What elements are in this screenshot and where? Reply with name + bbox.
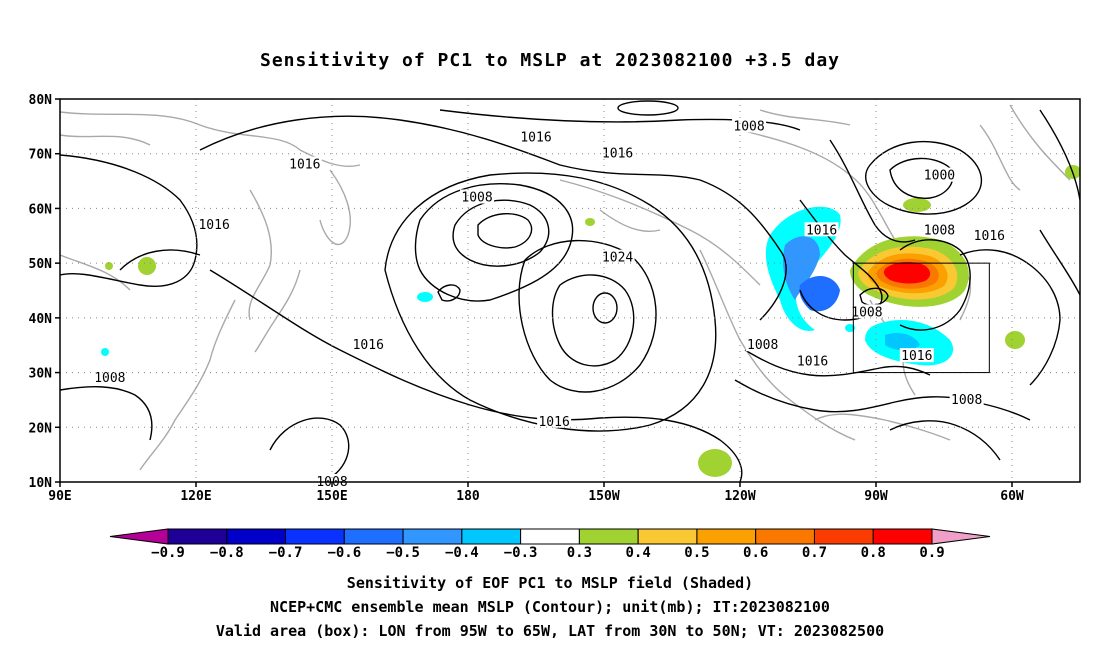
contour-label: 1016 — [289, 158, 320, 173]
contour-label: 1008 — [851, 305, 882, 320]
caption-line-2: NCEP+CMC ensemble mean MSLP (Contour); u… — [270, 598, 830, 616]
contour-label-bg — [922, 167, 957, 182]
contour-label: 1016 — [806, 223, 837, 238]
colorbar-right-arrow — [931, 528, 991, 545]
contour-label-bg — [795, 353, 830, 368]
lat-tick-label: 80N — [29, 93, 53, 108]
mslp-contours — [60, 100, 1080, 482]
contour-label-bg — [899, 348, 934, 363]
lat-tick-label: 50N — [29, 257, 53, 272]
colorbar-segment — [637, 528, 698, 545]
valid-area-box — [852, 262, 990, 374]
colorbar-segment — [343, 528, 404, 545]
contour-label-bg — [287, 156, 322, 171]
contour-label: 1016 — [538, 415, 569, 430]
contour-labels: 1016 1008 1016 1016 1008 1016 1024 1016 1008 1016… — [92, 118, 1007, 490]
contour-label: 1008 — [747, 338, 778, 353]
colorbar-tick-label: −0.4 — [445, 545, 479, 561]
contour-label: 1008 — [94, 371, 125, 386]
contour-label: 1016 — [797, 355, 828, 370]
lon-tick-label: 120E — [180, 489, 211, 504]
contour-label: 1016 — [602, 147, 633, 162]
colorbar-left-arrow — [109, 528, 169, 545]
colorbar-tick-label: 0.9 — [919, 545, 944, 561]
contour-label-bg — [537, 413, 572, 428]
contour-label: 1008 — [733, 119, 764, 134]
map-frame — [59, 98, 1081, 483]
lat-tick-label: 30N — [29, 367, 53, 382]
lon-tick-label: 150W — [588, 489, 619, 504]
colorbar-tick-label: 0.7 — [802, 545, 827, 561]
contour-label-bg — [600, 249, 635, 264]
contour-label-bg — [351, 337, 386, 352]
lon-tick-label: 90E — [48, 489, 71, 504]
colorbar-segment — [167, 528, 228, 545]
colorbar-tick-label: 0.6 — [743, 545, 768, 561]
lon-tick-label: 180 — [456, 489, 480, 504]
sensitivity-shading — [101, 165, 1080, 477]
colorbar-segment — [461, 528, 522, 545]
colorbar-segment — [402, 528, 463, 545]
contour-label-bg — [519, 129, 553, 144]
contour-label-bg — [922, 222, 957, 237]
caption-line-1: Sensitivity of EOF PC1 to MSLP field (Sh… — [346, 574, 754, 592]
contour-label: 1000 — [924, 169, 955, 184]
colorbar-segment — [520, 528, 580, 545]
contour-label-bg — [949, 391, 984, 406]
contour-label: 1024 — [602, 251, 633, 266]
colorbar-tick-label: −0.8 — [210, 545, 244, 561]
colorbar-segment — [813, 528, 874, 545]
colorbar-segment — [578, 528, 639, 545]
contour-label: 1016 — [198, 218, 229, 233]
colorbar-segment — [755, 528, 815, 545]
contour-label-bg — [972, 227, 1007, 242]
contour-label-bg — [197, 216, 232, 231]
colorbar-segment — [285, 528, 345, 545]
latitude-axis: 80N 70N 60N 50N 40N 30N 20N 10N — [29, 93, 60, 491]
contour-label-bg — [745, 337, 780, 352]
colorbar-tick-label: 0.3 — [567, 545, 592, 561]
colorbar: −0.9 −0.8 −0.7 −0.6 −0.5 −0.4 −0.3 0.3 0.4 0.5 0.6… — [109, 528, 991, 561]
colorbar-tick-label: −0.9 — [151, 545, 185, 561]
lon-tick-label: 150E — [316, 489, 347, 504]
lat-tick-label: 40N — [29, 312, 53, 327]
colorbar-tick-label: −0.6 — [327, 545, 361, 561]
contour-label: 1016 — [901, 349, 932, 364]
contour-label: 1016 — [520, 130, 551, 145]
colorbar-tick-label: −0.5 — [386, 545, 420, 561]
contour-label: 1008 — [924, 223, 955, 238]
colorbar-tick-label: −0.7 — [269, 545, 303, 561]
colorbar-segment — [872, 528, 933, 545]
colorbar-tick-label: 0.5 — [684, 545, 709, 561]
contour-label-bg — [600, 145, 635, 160]
contour-label: 1016 — [353, 338, 384, 353]
lat-tick-label: 10N — [29, 476, 53, 491]
lon-tick-label: 60W — [1000, 489, 1024, 504]
contour-label-bg — [732, 118, 767, 133]
lat-tick-label: 60N — [29, 202, 53, 217]
contour-label: 1008 — [461, 190, 492, 205]
colorbar-segment — [226, 528, 287, 545]
contour-label: 1016 — [974, 229, 1005, 244]
lon-tick-label: 120W — [724, 489, 755, 504]
lon-tick-label: 90W — [864, 489, 888, 504]
lat-tick-label: 20N — [29, 421, 53, 436]
contour-label-bg — [92, 370, 127, 385]
gridlines — [60, 99, 1080, 482]
contour-label-bg — [804, 222, 839, 237]
contour-label-bg — [460, 189, 495, 204]
contour-label-bg — [849, 304, 884, 319]
colorbar-tick-label: 0.8 — [861, 545, 886, 561]
lat-tick-label: 70N — [29, 148, 53, 163]
contour-label-bg — [315, 474, 349, 488]
contour-label: 1008 — [951, 393, 982, 408]
longitude-axis: 90E 120E 150E 180 150W 120W 90W 60W — [48, 482, 1024, 504]
colorbar-tick-label: −0.3 — [504, 545, 538, 561]
caption-line-3: Valid area (box): LON from 95W to 65W, L… — [215, 622, 885, 640]
colorbar-segment — [696, 528, 757, 545]
chart-title: Sensitivity of PC1 to MSLP at 2023082100… — [259, 50, 840, 71]
colorbar-tick-label: 0.4 — [626, 545, 651, 561]
